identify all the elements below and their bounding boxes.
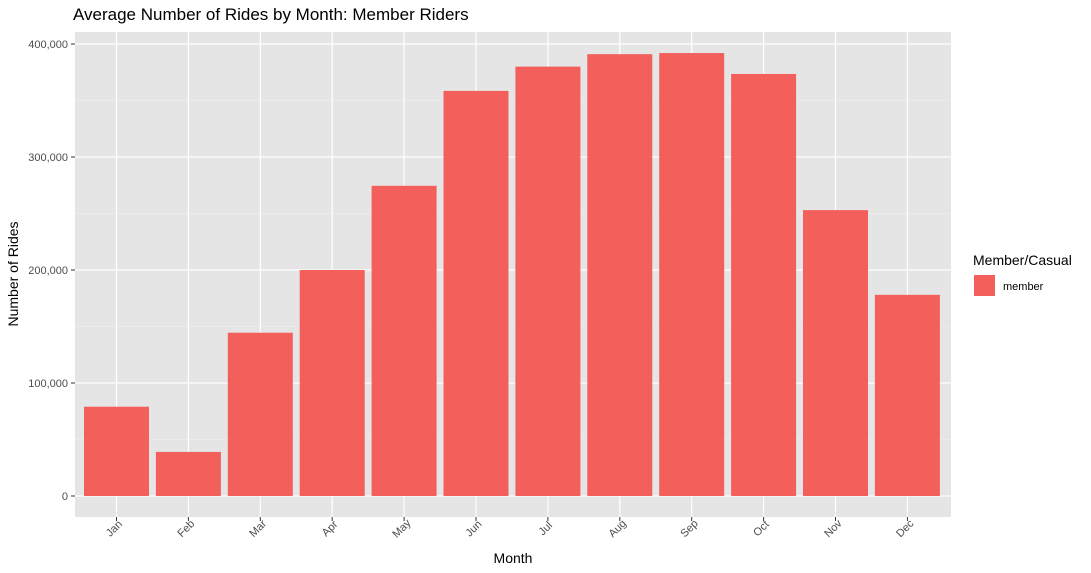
bar-aug — [587, 54, 653, 497]
x-tick-label-mar: Mar — [247, 518, 269, 540]
bar-jul — [515, 66, 581, 496]
bar-may — [371, 185, 437, 496]
x-tick-label-jul: Jul — [537, 520, 555, 538]
bar-feb — [155, 451, 221, 496]
x-tick-label-dec: Dec — [894, 517, 917, 540]
bar-mar — [227, 332, 293, 496]
x-tick-label-oct: Oct — [751, 519, 772, 540]
x-tick-label-jun: Jun — [463, 518, 484, 539]
bar-jan — [84, 406, 149, 496]
y-tick-label: 400,000 — [28, 39, 68, 51]
x-tick-label-apr: Apr — [320, 518, 341, 539]
x-tick-label-nov: Nov — [822, 517, 845, 540]
x-tick-label-aug: Aug — [607, 518, 629, 540]
y-tick-label: 100,000 — [28, 378, 68, 390]
x-axis-label: Month — [494, 550, 533, 566]
legend: Member/Casual member — [973, 252, 1072, 296]
bar-oct — [731, 73, 797, 496]
bar-sep — [659, 53, 725, 496]
bars — [84, 53, 940, 497]
legend-title: Member/Casual — [973, 252, 1072, 268]
x-tick-label-feb: Feb — [175, 518, 197, 540]
y-tick-label: 300,000 — [28, 152, 68, 164]
legend-label-member: member — [1003, 281, 1044, 293]
chart-title: Average Number of Rides by Month: Member… — [73, 5, 469, 24]
y-tick-label: 0 — [62, 491, 68, 503]
bar-nov — [803, 210, 868, 497]
legend-key-member — [974, 275, 995, 296]
x-tick-label-jan: Jan — [104, 518, 125, 539]
y-axis: 0 100,000 200,000 300,000 400,000 — [28, 39, 75, 503]
bar-jun — [443, 90, 509, 497]
x-tick-label-may: May — [390, 517, 414, 541]
x-tick-label-sep: Sep — [678, 518, 700, 540]
x-axis: Jan Feb Mar Apr May Jun Jul Aug Sep Oct Nov Dec — [104, 517, 917, 541]
y-axis-label: Number of Rides — [5, 221, 21, 326]
bar-dec — [874, 294, 940, 496]
bar-apr — [299, 270, 365, 496]
y-tick-label: 200,000 — [28, 265, 68, 277]
